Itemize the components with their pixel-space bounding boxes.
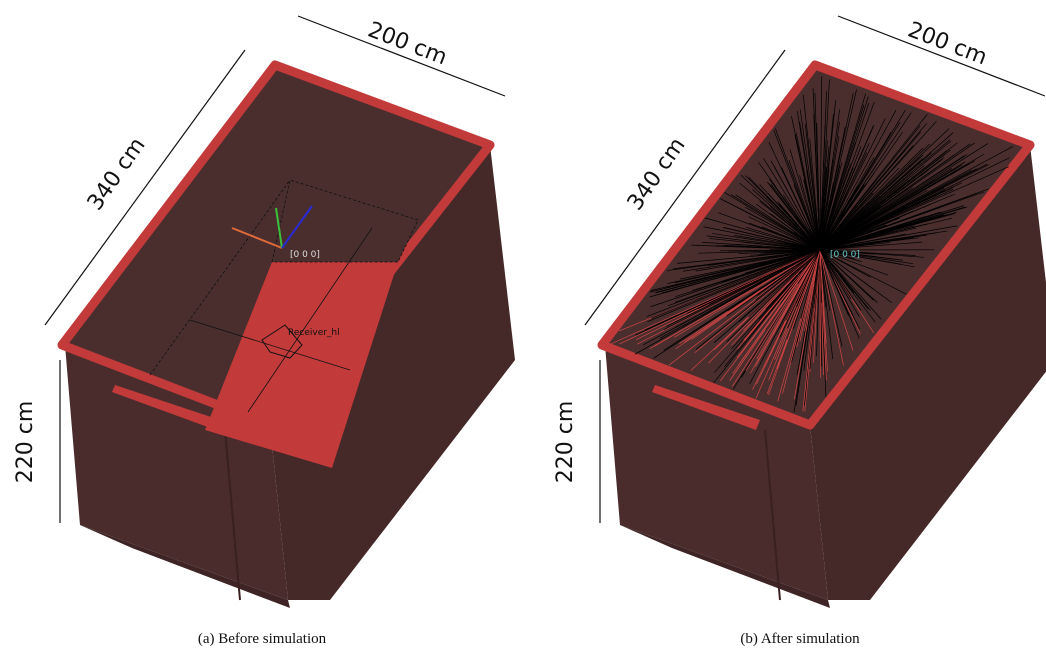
caption: (a) Before simulation — [198, 631, 327, 647]
figure: [0 0 0] Receiver_hl 200 cm 340 cm 220 cm… — [0, 0, 1046, 655]
width-label: 200 cm — [364, 17, 450, 70]
height-label: 220 cm — [13, 401, 38, 484]
caption: (b) After simulation — [740, 631, 860, 647]
origin-label: [0 0 0] — [830, 250, 860, 260]
panel-a: [0 0 0] Receiver_hl 200 cm 340 cm 220 cm… — [13, 16, 515, 647]
width-label: 200 cm — [904, 17, 990, 70]
height-label: 220 cm — [553, 401, 578, 484]
panel-b: [0 0 0] 200 cm 340 cm 220 cm (b) After s… — [553, 16, 1046, 647]
receiver-label: Receiver_hl — [288, 328, 340, 338]
origin-label: [0 0 0] — [290, 250, 320, 260]
length-label: 340 cm — [83, 133, 151, 215]
length-label: 340 cm — [623, 133, 691, 215]
